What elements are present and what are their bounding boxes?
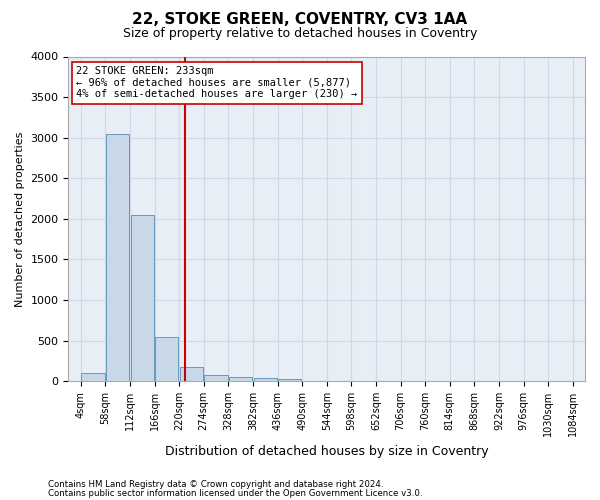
Bar [180,367,203,381]
Text: 22, STOKE GREEN, COVENTRY, CV3 1AA: 22, STOKE GREEN, COVENTRY, CV3 1AA [133,12,467,28]
Bar [131,215,154,381]
Bar [278,379,301,381]
Text: Size of property relative to detached houses in Coventry: Size of property relative to detached ho… [123,28,477,40]
X-axis label: Distribution of detached houses by size in Coventry: Distribution of detached houses by size … [165,444,488,458]
Text: Contains public sector information licensed under the Open Government Licence v3: Contains public sector information licen… [48,489,422,498]
Bar [106,134,129,381]
Text: Contains HM Land Registry data © Crown copyright and database right 2024.: Contains HM Land Registry data © Crown c… [48,480,383,489]
Bar [205,374,227,381]
Bar [155,336,178,381]
Bar [229,376,252,381]
Bar [82,373,104,381]
Y-axis label: Number of detached properties: Number of detached properties [15,131,25,306]
Bar [254,378,277,381]
Text: 22 STOKE GREEN: 233sqm
← 96% of detached houses are smaller (5,877)
4% of semi-d: 22 STOKE GREEN: 233sqm ← 96% of detached… [76,66,358,100]
